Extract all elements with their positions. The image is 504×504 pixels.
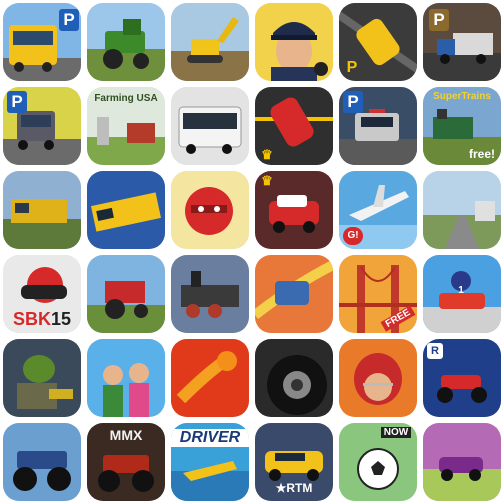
rtm-title: ★RTM — [275, 481, 313, 495]
crown-icon: ♛ — [261, 147, 273, 162]
tire-racing-app-icon[interactable] — [255, 339, 333, 417]
parking-badge: P — [343, 91, 363, 113]
football-player-app-icon[interactable] — [339, 339, 417, 417]
supertrains-app-icon[interactable]: SuperTrains free! — [423, 87, 501, 165]
red-sports-car-parking-app-icon[interactable]: ♛ — [255, 87, 333, 165]
diesel-train-app-icon[interactable] — [87, 171, 165, 249]
police-officer-app-icon[interactable] — [255, 3, 333, 81]
monster-truck-app-icon[interactable] — [3, 423, 81, 501]
jersey-number: 1 — [458, 285, 464, 296]
freight-train-app-icon[interactable] — [3, 171, 81, 249]
police-truck-parking-app-icon[interactable]: P — [339, 87, 417, 165]
mini-cooper-racing-app-icon[interactable]: ♛ — [255, 171, 333, 249]
bus-parking-app-icon[interactable]: P — [3, 3, 81, 81]
red-ninja-ball-app-icon[interactable] — [171, 171, 249, 249]
red-tractor-app-icon[interactable] — [87, 255, 165, 333]
supertrains-title: SuperTrains — [433, 91, 491, 102]
racer-letter-badge: R — [427, 343, 443, 359]
farming-usa-app-icon[interactable]: Farming USA — [87, 87, 165, 165]
g-badge: G! — [343, 227, 363, 245]
car-parking-app-icon[interactable]: P — [339, 3, 417, 81]
truck-parking-app-icon[interactable]: P — [423, 3, 501, 81]
motorbike-racer-app-icon[interactable]: R — [423, 339, 501, 417]
flaming-basketball-app-icon[interactable] — [171, 339, 249, 417]
crown-icon: ♛ — [261, 173, 273, 188]
excavator-app-icon[interactable] — [171, 3, 249, 81]
sbk15-superbike-app-icon[interactable]: SBK15 — [3, 255, 81, 333]
driver-speedboat-app-icon[interactable]: DRIVER — [171, 423, 249, 501]
farming-usa-title: Farming USA — [94, 93, 158, 104]
cheering-fans-app-icon[interactable] — [87, 339, 165, 417]
parking-badge: P — [59, 9, 79, 31]
parking-badge: P — [429, 9, 449, 31]
parking-letter: P — [346, 59, 358, 76]
sbk-title: SBK15 — [12, 309, 72, 329]
train-rush-app-icon[interactable] — [255, 255, 333, 333]
free-label: free! — [468, 147, 495, 161]
app-icon-grid: P P P P Farming USA ♛ P SuperTrains — [3, 3, 501, 501]
soccer-ball-app-icon[interactable]: NOW — [339, 423, 417, 501]
mmx-truck-app-icon[interactable]: MMX — [87, 423, 165, 501]
kart-racer-app-icon[interactable]: 1 — [423, 255, 501, 333]
bridge-constructor-app-icon[interactable]: FREE — [339, 255, 417, 333]
purple-car-racing-app-icon[interactable] — [423, 423, 501, 501]
zombie-rider-app-icon[interactable] — [3, 339, 81, 417]
driver-title: DRIVER — [171, 429, 249, 447]
airplane-flight-app-icon[interactable]: G! — [339, 171, 417, 249]
stock-car-rtm-app-icon[interactable]: ★RTM — [255, 423, 333, 501]
rail-track-train-app-icon[interactable] — [423, 171, 501, 249]
mmx-title: MMX — [109, 427, 143, 443]
now-badge: NOW — [381, 427, 411, 438]
steam-locomotive-app-icon[interactable] — [171, 255, 249, 333]
city-bus-app-icon[interactable] — [171, 87, 249, 165]
big-rig-parking-app-icon[interactable]: P — [3, 87, 81, 165]
tractor-farming-app-icon[interactable] — [87, 3, 165, 81]
parking-badge: P — [7, 91, 27, 113]
